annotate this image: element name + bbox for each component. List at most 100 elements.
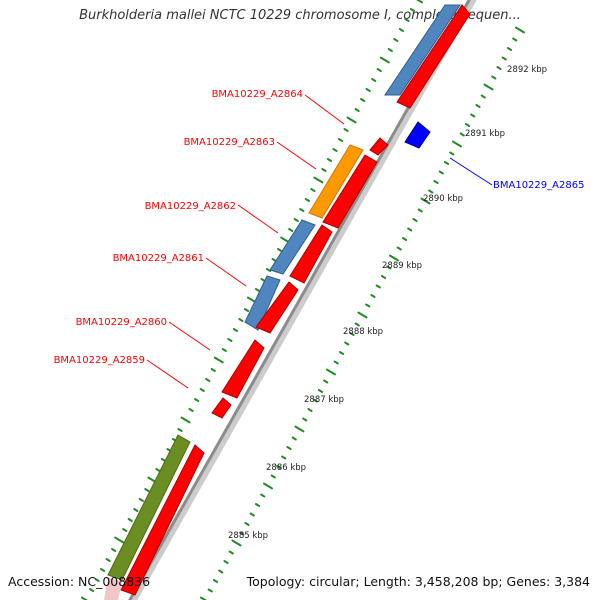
gene-feature[interactable] [107,434,191,581]
gene-feature[interactable] [120,444,205,596]
minor-tick [512,37,518,42]
gene-feature[interactable] [255,281,299,334]
minor-tick [281,455,287,460]
scale-tick-label: 2892 kbp [507,65,547,75]
minor-tick [475,104,481,108]
gene-feature[interactable] [369,137,389,156]
gene-feature[interactable] [289,224,333,284]
inner-tick-track [200,26,525,600]
major-tick [452,140,462,148]
minor-tick [332,148,338,152]
minor-tick [459,132,465,137]
minor-tick [310,188,316,192]
minor-tick [254,503,261,507]
gene-label[interactable]: BMA10229_A2862 [145,201,236,212]
minor-tick [127,518,133,522]
major-tick [213,356,224,364]
minor-tick [286,446,292,450]
major-tick [81,596,88,600]
label-leaders [146,94,493,389]
minor-tick [380,275,387,279]
scale-tick-label: 2888 kbp [343,327,383,337]
minor-tick [194,398,200,402]
accession-text: Accession: NC_008836 [8,574,151,589]
scale-tick-label: 2887 kbp [304,395,344,405]
gene-label[interactable]: BMA10229_A2860 [76,317,167,328]
minor-tick [105,558,111,562]
minor-tick [299,208,305,212]
major-tick [357,311,368,319]
genome-summary-text: Topology: circular; Length: 3,458,208 bp… [246,574,590,589]
gene-feature[interactable] [244,275,281,331]
major-tick [420,197,431,205]
minor-tick [506,47,513,51]
gene-label[interactable]: BMA10229_A2859 [54,355,145,366]
major-tick [313,176,324,184]
minor-tick [133,508,139,512]
minor-tick [404,18,410,22]
major-tick [294,425,305,433]
minor-tick [266,268,272,272]
minor-tick [307,408,313,412]
minor-tick [205,378,211,382]
major-tick [263,482,273,490]
gene-feature[interactable] [211,397,232,419]
scale-tick-label: 2886 kbp [266,463,306,473]
minor-tick [207,588,213,593]
gene-labels: BMA10229_A2864 BMA10229_A2863 BMA10229_A… [54,89,585,366]
scale-tick-label: 2885 kbp [228,531,268,541]
minor-tick [275,465,282,469]
major-tick [515,26,525,34]
minor-tick [271,258,277,262]
gene-feature[interactable] [322,154,378,229]
minor-tick [160,458,167,462]
outer-gene-track [104,4,461,600]
minor-tick [228,550,234,555]
minor-tick [491,75,497,80]
minor-tick [433,180,439,184]
minor-tick [177,428,183,432]
minor-tick [375,284,381,289]
minor-tick [396,246,402,251]
minor-tick [386,265,392,270]
minor-tick [412,218,418,222]
gene-feature[interactable] [396,4,471,109]
gene-feature[interactable] [384,4,461,96]
gene-label[interactable]: BMA10229_A2865 [493,180,584,191]
minor-tick [449,151,455,156]
minor-tick [218,569,224,574]
minor-tick [291,436,297,441]
minor-tick [470,113,476,118]
minor-tick [243,308,250,312]
gene-feature[interactable] [221,339,265,399]
map-title: Burkholderia mallei NCTC 10229 chromosom… [79,8,521,23]
minor-tick [349,332,355,336]
gene-feature[interactable] [308,144,364,219]
minor-tick [428,189,434,194]
gene-label[interactable]: BMA10229_A2861 [113,253,204,264]
minor-tick [122,528,128,532]
minor-tick [312,398,318,403]
minor-tick [371,78,377,82]
minor-tick [417,208,423,213]
major-tick [326,368,336,376]
minor-tick [223,560,229,564]
gene-feature-a2865[interactable] [404,121,431,149]
minor-tick [393,38,399,42]
gene-label[interactable]: BMA10229_A2864 [212,89,303,100]
minor-tick [501,56,507,61]
minor-tick [210,368,216,372]
minor-tick [88,588,95,592]
minor-tick [188,408,194,412]
minor-tick [387,48,393,52]
minor-tick [323,379,329,384]
minor-tick [376,68,382,72]
minor-tick [354,108,360,112]
minor-tick [212,579,219,583]
major-tick [180,416,191,424]
gene-label[interactable]: BMA10229_A2863 [184,137,275,148]
gene-feature[interactable] [269,219,316,275]
minor-tick [480,94,486,99]
scale-labels: 2885 kbp 2886 kbp 2887 kbp 2888 kbp 2889… [228,65,547,541]
